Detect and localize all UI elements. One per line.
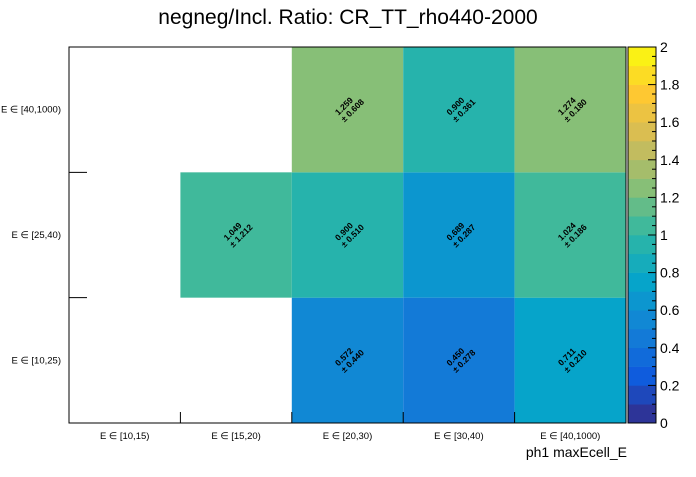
colorbar-tick-label: 1 [660,227,668,243]
colorbar-tick-label: 0.2 [660,377,680,393]
colorbar-band [628,291,656,311]
heatmap-cell [514,172,626,298]
heatmap-cell [180,172,292,298]
x-tick-label: E ∈ [30,40) [434,431,483,442]
chart-title: negneg/Incl. Ratio: CR_TT_rho440-2000 [158,6,537,29]
y-tick-label: E ∈ [40,1000) [1,105,61,116]
colorbar-band [628,329,656,349]
colorbar-band [628,197,656,217]
colorbar-tick-label: 1.8 [660,77,680,93]
colorbar-band [628,366,656,386]
colorbar-band [628,47,656,67]
colorbar-band [628,159,656,179]
colorbar-band [628,178,656,198]
heatmap-cell [403,172,515,298]
colorbar-tick-label: 0.4 [660,340,680,356]
heatmap-cell [403,297,515,423]
x-tick-label: E ∈ [20,30) [323,431,372,442]
y-tick-label: E ∈ [25,40) [12,230,61,241]
heatmap-cells: 0.572± 0.440 0.450± 0.278 0.711± 0.2101.04… [180,47,626,423]
colorbar-band [628,347,656,367]
colorbar-tick-label: 1.4 [660,152,680,168]
colorbar-band [628,122,656,142]
colorbar-band [628,84,656,104]
x-tick-label: E ∈ [10,15) [100,431,149,442]
colorbar-band [628,141,656,161]
x-axis-label: ph1 maxEcell_E [526,444,627,460]
color-scale: 0 0.2 0.4 0.6 0.8 1 1.2 1.4 1.6 1.8 2 [627,39,680,431]
colorbar-tick-label: 1.6 [660,114,680,130]
colorbar-band [628,272,656,292]
x-tick-label: E ∈ [40,1000) [540,431,600,442]
colorbar-tick-label: 0.6 [660,302,680,318]
heatmap-cell [514,47,626,173]
y-tick-label: E ∈ [10,25) [12,355,61,366]
heatmap-cell [291,47,404,173]
colorbar-band [628,235,656,255]
colorbar-tick-label: 1.2 [660,189,680,205]
heatmap-cell [291,297,404,423]
colorbar-tick-label: 0.8 [660,265,680,281]
heatmap-cell [291,172,404,298]
colorbar-band [628,103,656,123]
colorbar-band [628,65,656,85]
colorbar-band [628,253,656,273]
plot-frame [68,46,627,424]
colorbar-band [628,310,656,330]
axes: E ∈ [10,15) E ∈ [15,20) E ∈ [20,30) E ∈ [30… [1,105,600,442]
colorbar-tick-label: 0 [660,415,668,431]
colorbar-tick-label: 2 [660,39,668,55]
colorbar-band [628,404,656,424]
colorbar-band [628,385,656,405]
heatmap-cell [403,47,515,173]
colorbar-band [628,216,656,236]
heatmap-cell [514,297,626,423]
x-tick-label: E ∈ [15,20) [211,431,260,442]
